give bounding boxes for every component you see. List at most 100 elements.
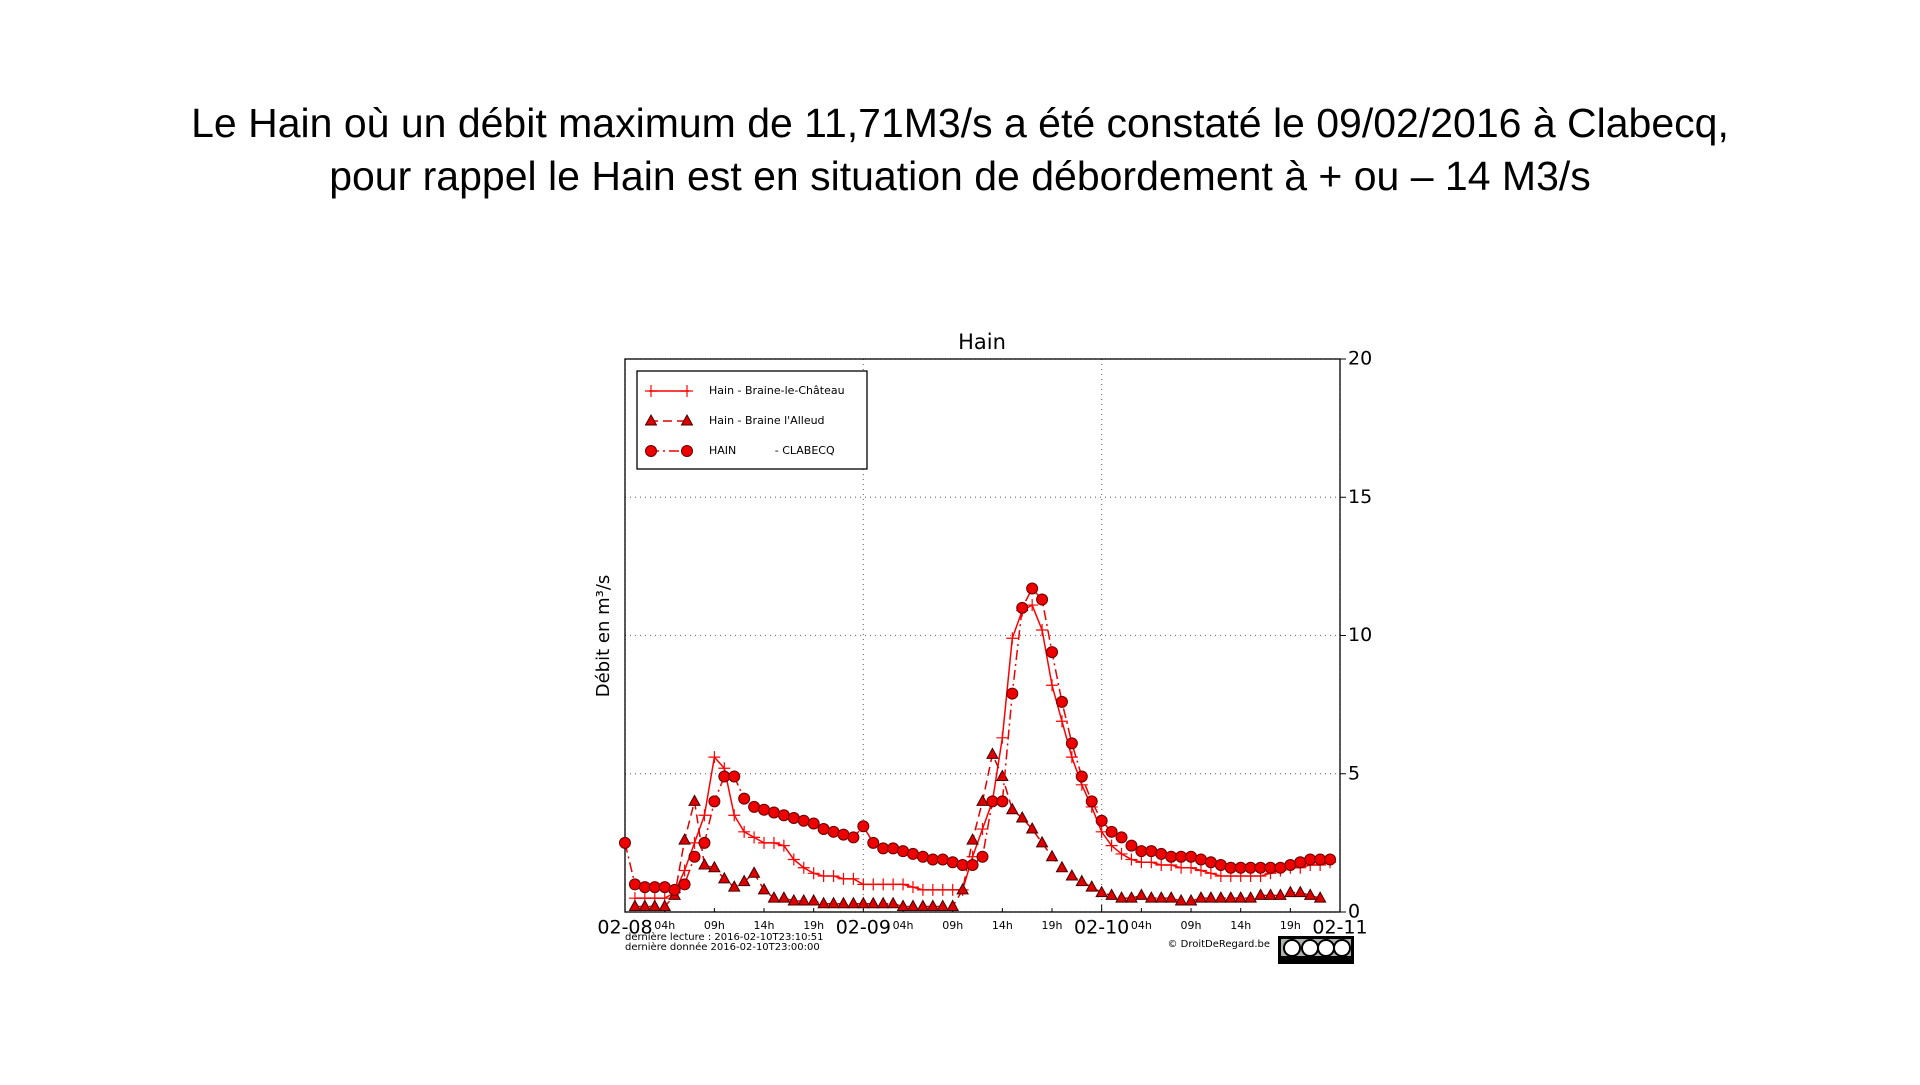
y-tick-label: 5 — [1348, 762, 1360, 784]
point — [1214, 858, 1227, 871]
point — [1075, 770, 1088, 783]
point — [976, 823, 989, 836]
point — [698, 857, 711, 870]
point — [688, 850, 701, 863]
point — [1184, 893, 1198, 906]
x-minor-tick-label: 14h — [992, 919, 1013, 932]
point — [827, 896, 840, 909]
point — [916, 850, 929, 863]
point — [1125, 891, 1138, 903]
point — [1204, 856, 1217, 869]
slide-title: Le Hain où un débit maximum de 11,71M3/s… — [191, 100, 1729, 146]
x-minor-tick-label: 19h — [1042, 919, 1063, 932]
point — [1264, 888, 1277, 900]
point — [1244, 891, 1257, 903]
point — [787, 893, 801, 906]
legend-marker — [645, 385, 657, 397]
point — [807, 867, 820, 880]
point — [976, 850, 989, 863]
point — [986, 747, 999, 759]
point — [827, 825, 840, 838]
point — [827, 870, 840, 883]
point — [817, 823, 830, 836]
point — [1194, 891, 1208, 903]
point — [1115, 847, 1128, 860]
point — [1075, 874, 1089, 887]
x-minor-tick-label: 09h — [1181, 919, 1202, 932]
point — [628, 899, 642, 911]
credit: © DroitDeRegard.be — [1167, 939, 1270, 950]
point — [1046, 646, 1059, 659]
point — [1085, 795, 1098, 808]
point — [1293, 885, 1307, 898]
point — [956, 882, 969, 895]
point — [1036, 593, 1049, 606]
point — [1303, 888, 1317, 900]
point — [1006, 687, 1019, 700]
point — [1304, 853, 1317, 866]
point — [1125, 853, 1138, 866]
point — [1214, 891, 1228, 903]
x-tick-label: 02-10 — [1074, 917, 1129, 939]
point — [1055, 860, 1069, 873]
x-tick-label: 02-09 — [836, 917, 891, 939]
point — [717, 871, 731, 884]
point — [876, 896, 890, 909]
point — [887, 842, 900, 855]
plot-frame — [624, 358, 1341, 913]
point — [1105, 888, 1118, 900]
point — [1154, 891, 1168, 903]
point — [847, 872, 860, 885]
point — [837, 828, 850, 841]
point — [1065, 737, 1078, 750]
point — [1125, 839, 1138, 852]
point — [708, 860, 721, 873]
footnote: dernière donnée 2016-02-10T23:00:00 — [625, 941, 820, 953]
point — [708, 795, 721, 808]
y-tick-label: 20 — [1348, 348, 1372, 370]
point — [897, 845, 910, 858]
point — [658, 881, 671, 894]
point — [1294, 856, 1307, 869]
point — [1045, 849, 1059, 862]
point — [727, 880, 741, 892]
x-minor-tick-label: 04h — [654, 919, 675, 932]
point — [698, 836, 711, 849]
point — [1065, 751, 1078, 764]
legend-marker — [681, 445, 693, 457]
point — [777, 839, 790, 852]
point — [906, 847, 919, 860]
point — [1264, 861, 1277, 874]
point — [668, 883, 681, 896]
point — [807, 893, 821, 906]
point — [708, 751, 721, 764]
point — [767, 836, 780, 849]
point — [1284, 858, 1297, 871]
point — [728, 809, 741, 822]
point — [678, 864, 691, 877]
x-minor-tick-label: 19h — [803, 919, 824, 932]
point — [777, 809, 790, 822]
series-line — [634, 751, 1321, 908]
point — [1155, 847, 1168, 860]
point — [936, 899, 950, 911]
point — [896, 899, 910, 911]
point — [1274, 888, 1287, 900]
point — [1175, 850, 1188, 863]
legend-box — [636, 370, 868, 470]
point — [1055, 715, 1068, 728]
point — [1324, 853, 1337, 866]
point — [787, 853, 800, 866]
point — [1095, 814, 1108, 827]
x-minor-tick-label: 04h — [1131, 919, 1152, 932]
y-tick-label: 10 — [1348, 624, 1372, 646]
point — [718, 770, 731, 783]
point — [758, 803, 771, 816]
point — [1254, 888, 1267, 900]
point — [1185, 850, 1198, 863]
x-minor-tick-label: 09h — [942, 919, 963, 932]
cc-badge — [1278, 936, 1354, 964]
point — [906, 881, 919, 894]
point — [926, 853, 939, 866]
